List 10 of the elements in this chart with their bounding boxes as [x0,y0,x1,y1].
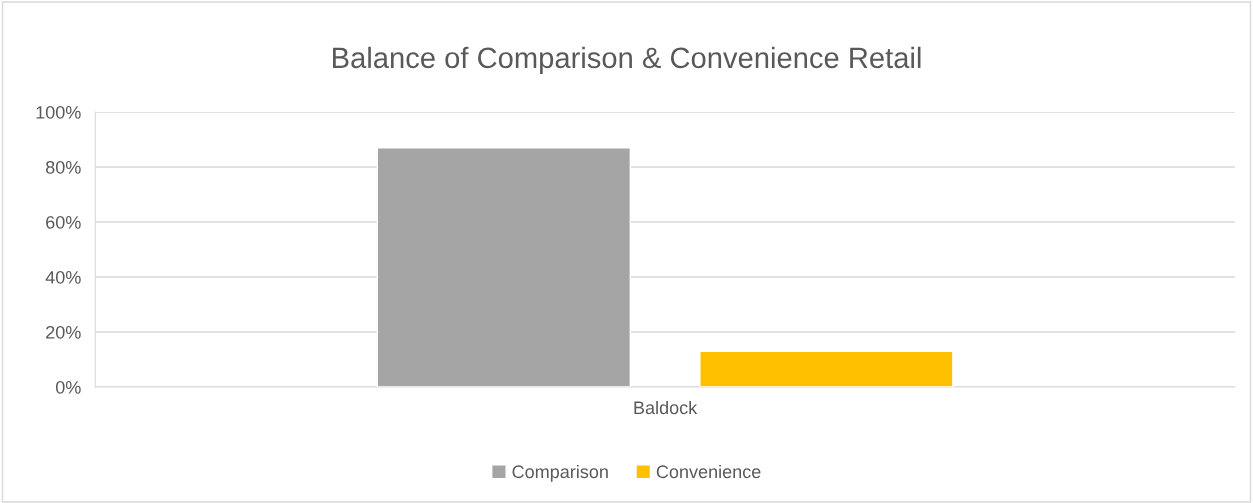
chart-title: Balance of Comparison & Convenience Retail [333,46,921,74]
y-tick-label: 20% [46,325,81,339]
y-tick-label: 0% [55,380,81,394]
y-tick-label: 60% [46,215,81,229]
y-tick-label: 80% [45,160,81,174]
y-tick-label: 40% [45,270,81,284]
legend-label: Comparison [512,464,608,482]
y-tick-label: 100% [36,105,81,119]
legend-label: Convenience [656,464,761,479]
x-tick-label: Baldock [634,400,698,415]
